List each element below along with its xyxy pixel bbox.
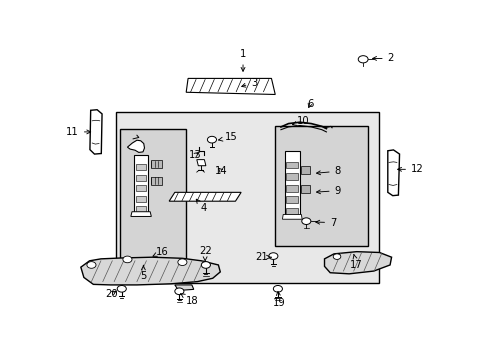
Bar — [136, 185, 146, 191]
Bar — [285, 185, 298, 192]
Bar — [285, 173, 298, 180]
Bar — [136, 196, 146, 202]
Text: 10: 10 — [292, 116, 308, 126]
Text: 9: 9 — [316, 186, 340, 196]
Text: 12: 12 — [397, 164, 423, 174]
Text: 8: 8 — [316, 166, 340, 176]
Bar — [136, 175, 146, 181]
Text: 19: 19 — [272, 292, 285, 308]
Text: 16: 16 — [153, 247, 169, 257]
Polygon shape — [196, 159, 205, 166]
Polygon shape — [169, 192, 241, 201]
Polygon shape — [175, 285, 193, 291]
Circle shape — [268, 253, 277, 260]
Bar — [150, 160, 162, 168]
Bar — [116, 112, 379, 283]
Circle shape — [301, 218, 310, 225]
Text: 21: 21 — [255, 252, 271, 262]
Bar — [285, 208, 298, 215]
Polygon shape — [186, 78, 275, 94]
Polygon shape — [324, 252, 391, 274]
Bar — [150, 177, 162, 185]
Text: 13: 13 — [189, 150, 202, 159]
Bar — [284, 151, 299, 218]
Text: 20: 20 — [105, 289, 118, 299]
Text: 6: 6 — [306, 99, 313, 109]
Text: 14: 14 — [214, 166, 227, 176]
Polygon shape — [127, 140, 144, 152]
Bar — [134, 156, 148, 215]
Circle shape — [273, 285, 282, 292]
Text: 18: 18 — [180, 293, 198, 306]
Circle shape — [201, 262, 210, 268]
Circle shape — [122, 256, 132, 263]
Text: 7: 7 — [315, 217, 336, 228]
Text: 15: 15 — [218, 132, 237, 143]
Bar — [275, 126, 367, 246]
Bar — [301, 185, 309, 193]
Circle shape — [87, 262, 96, 268]
Text: 17: 17 — [349, 255, 363, 270]
Circle shape — [207, 136, 216, 143]
Text: 4: 4 — [196, 199, 206, 213]
Polygon shape — [387, 150, 399, 195]
Bar — [136, 164, 146, 170]
Polygon shape — [90, 110, 102, 154]
Circle shape — [178, 259, 186, 266]
Circle shape — [117, 285, 126, 292]
Bar — [120, 129, 186, 261]
Circle shape — [175, 288, 183, 294]
Bar — [136, 206, 146, 212]
Text: 1: 1 — [239, 49, 246, 71]
Text: 5: 5 — [140, 265, 146, 281]
Polygon shape — [282, 215, 302, 219]
Text: 22: 22 — [198, 246, 211, 261]
Circle shape — [332, 254, 340, 260]
Bar — [301, 166, 309, 174]
Circle shape — [358, 56, 367, 63]
Text: 2: 2 — [372, 53, 393, 63]
Polygon shape — [81, 257, 220, 285]
Text: 11: 11 — [66, 127, 90, 137]
Bar — [285, 162, 298, 168]
Bar — [285, 197, 298, 203]
Polygon shape — [131, 212, 151, 216]
Text: 3: 3 — [241, 77, 257, 87]
